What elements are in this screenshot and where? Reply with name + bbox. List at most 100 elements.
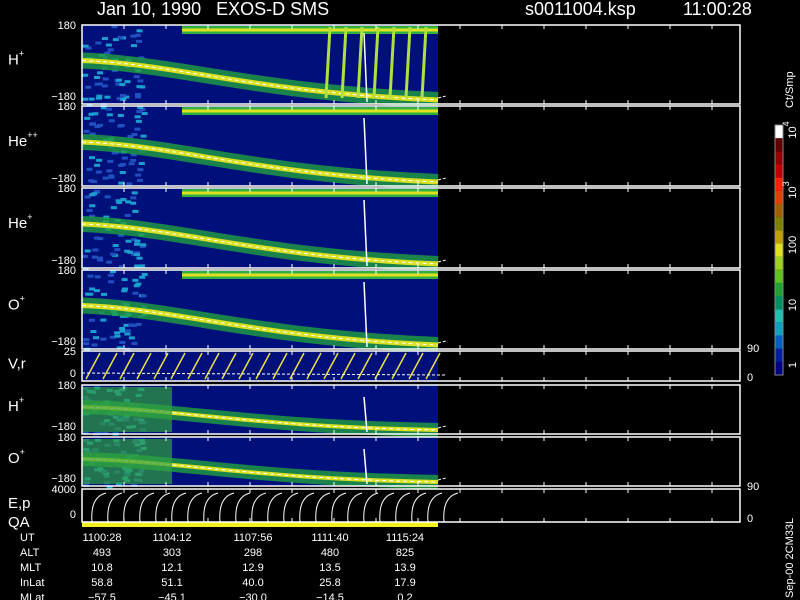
colorbar-label: 10: [787, 299, 799, 311]
noise: [86, 167, 93, 171]
noise: [139, 85, 146, 89]
row-value: 10.8: [91, 562, 112, 574]
noise: [136, 29, 143, 33]
noise: [82, 267, 89, 271]
noise: [137, 79, 144, 83]
y-top-label: 25: [64, 346, 76, 358]
colorbar-label: 1: [787, 362, 799, 368]
v-slash: [136, 352, 152, 380]
colorbar-cell: [775, 125, 783, 139]
colorbar-cell: [775, 269, 783, 283]
right-top-label: 90: [747, 481, 759, 493]
noise: [131, 133, 138, 137]
e-curve: [443, 492, 459, 523]
row-value: 303: [163, 547, 181, 559]
row-value: 12.1: [161, 562, 182, 574]
noise: [115, 78, 122, 82]
e-curve: [315, 492, 331, 523]
noise: [132, 209, 139, 213]
colorbar-label: 104: [781, 121, 799, 138]
noise: [131, 341, 138, 345]
panel-label-sup: +: [20, 294, 25, 304]
colorbar-label-base: 1: [787, 362, 799, 368]
noise: [103, 215, 110, 219]
noise: [84, 116, 91, 120]
panel-frame: [81, 436, 741, 487]
streak: [388, 26, 396, 99]
panel-label-sup: +: [27, 212, 32, 222]
streak: [324, 26, 332, 99]
e-curve: [283, 492, 299, 523]
noise: [134, 93, 141, 97]
noise: [107, 159, 114, 163]
e-curve: [331, 492, 347, 523]
noise: [84, 249, 91, 253]
colorbar-label: 100: [787, 236, 799, 254]
colorbar-label-base: 10: [787, 126, 799, 138]
y-top-label: 180: [58, 101, 76, 113]
e-curve: [395, 492, 411, 523]
noise: [136, 256, 143, 260]
noise: [100, 318, 107, 322]
white-trace: [363, 448, 368, 485]
noise: [134, 33, 141, 37]
noise: [119, 329, 126, 333]
colorbar-cell: [775, 190, 783, 204]
noise: [89, 122, 96, 126]
noise: [102, 77, 109, 81]
noise: [112, 244, 119, 248]
e-curve: [235, 492, 251, 523]
panel-frame: [81, 488, 741, 523]
noise: [139, 275, 146, 279]
y-top-label: 180: [58, 265, 76, 277]
colorbar-cell: [775, 151, 783, 165]
noise: [88, 97, 95, 101]
row-value: 13.5: [319, 562, 340, 574]
panel-label-base: O: [8, 297, 20, 314]
row-value: −14.5: [316, 592, 344, 600]
row-value: 13.9: [394, 562, 415, 574]
colorbar-cell: [775, 230, 783, 244]
qa-bar: [82, 522, 438, 527]
noise: [82, 44, 89, 48]
noise: [119, 93, 126, 97]
y-bottom-label: −180: [51, 173, 76, 185]
v-slash: [153, 352, 169, 380]
colorbar-cell: [775, 243, 783, 257]
noise: [106, 260, 113, 264]
colorbar-cell: [775, 348, 783, 362]
v-slash: [221, 352, 237, 380]
noise: [83, 129, 90, 133]
streak: [372, 26, 380, 99]
noise: [108, 119, 115, 123]
noise: [141, 272, 148, 276]
noise: [110, 206, 117, 210]
noise: [128, 162, 135, 166]
noise: [85, 85, 92, 89]
white-trace: [363, 32, 368, 103]
noise: [119, 327, 126, 331]
y-bottom-label: −180: [51, 473, 76, 485]
colorbar-cell: [775, 309, 783, 323]
noise: [119, 340, 126, 344]
v-slash: [170, 352, 186, 380]
title: Jan 10, 1990 EXOS-D SMS: [97, 0, 329, 19]
y-top-label: 4000: [52, 484, 76, 496]
e-curve: [139, 492, 155, 523]
noise: [120, 97, 127, 101]
noise: [114, 331, 121, 335]
note: Sep-00 2CM33L: [784, 518, 796, 598]
noise: [95, 170, 102, 174]
panel-frame: [81, 105, 741, 187]
v-slash: [323, 352, 339, 380]
noise: [132, 278, 139, 282]
y-top-label: 180: [58, 20, 76, 32]
noise: [92, 248, 99, 252]
e-curve: [203, 492, 219, 523]
noise: [83, 338, 90, 342]
y-top-label: 180: [58, 183, 76, 195]
noise: [91, 255, 98, 259]
row-value: 25.8: [319, 577, 340, 589]
noise: [130, 153, 137, 157]
right-top-label: 90: [747, 343, 759, 355]
